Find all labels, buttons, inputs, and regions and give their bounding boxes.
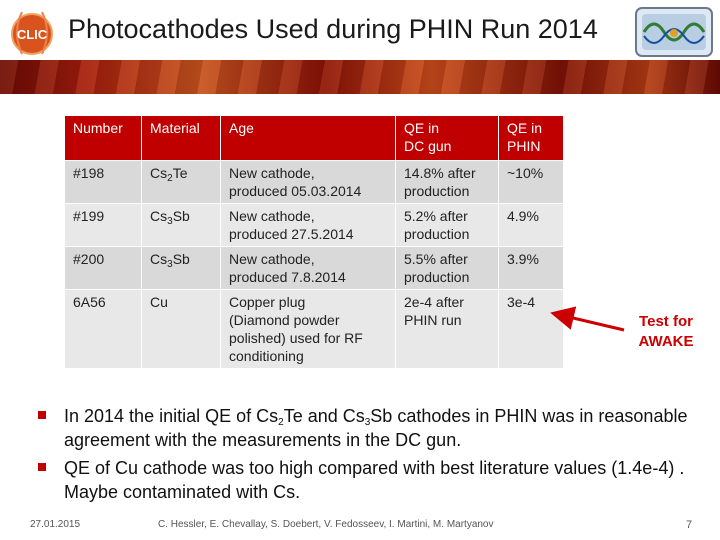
cell-age: New cathode, produced 27.5.2014: [220, 203, 396, 247]
header-material: Material: [141, 115, 221, 161]
cell-number: #199: [64, 203, 142, 247]
clic-logo: CLIC: [11, 11, 53, 55]
header-banner: [0, 60, 720, 94]
cell-material: Cu: [141, 289, 221, 369]
cell-number: #200: [64, 246, 142, 290]
cell-number: #198: [64, 160, 142, 204]
cell-qe-phin: 4.9%: [498, 203, 564, 247]
page-title: Photocathodes Used during PHIN Run 2014: [68, 14, 598, 44]
cell-age: New cathode, produced 05.03.2014: [220, 160, 396, 204]
square-bullet-icon: [38, 463, 46, 471]
page-number: 7: [686, 519, 693, 531]
bullet-item: In 2014 the initial QE of Cs2Te and Cs3S…: [36, 404, 706, 452]
cell-qe-dc: 2e-4 after PHIN run: [395, 289, 499, 369]
cell-qe-dc: 14.8% after production: [395, 160, 499, 204]
cell-age: New cathode, produced 7.8.2014: [220, 246, 396, 290]
logo-text: CLIC: [17, 27, 48, 42]
table-row: 6A56 Cu Copper plug (Diamond powder polish…: [64, 289, 564, 369]
cell-material: Cs3Sb: [141, 203, 221, 247]
awake-callout: Test for AWAKE: [638, 313, 694, 350]
table-row: #198 Cs2Te New cathode, produced 05.03.20…: [64, 160, 564, 204]
callout-arrow-icon: [550, 306, 625, 332]
header-qe-dc: QE in DC gun: [395, 115, 499, 161]
table-row: #199 Cs3Sb New cathode, produced 27.5.201…: [64, 203, 564, 247]
header-age: Age: [220, 115, 396, 161]
footer-date: 27.01.2015: [30, 519, 81, 530]
square-bullet-icon: [38, 411, 46, 419]
table-header-row: Number Material Age QE in DC gun QE in PHI…: [64, 115, 564, 161]
cell-number: 6A56: [64, 289, 142, 369]
cell-qe-dc: 5.5% after production: [395, 246, 499, 290]
table-row: #200 Cs3Sb New cathode, produced 7.8.2014…: [64, 246, 564, 290]
cell-material: Cs2Te: [141, 160, 221, 204]
cell-age: Copper plug (Diamond powder polished) used…: [220, 289, 396, 369]
cell-qe-phin: ~10%: [498, 160, 564, 204]
simulation-logo: [635, 7, 713, 57]
bullet-item: QE of Cu cathode was too high compared w…: [36, 456, 706, 504]
photocathode-table: Number Material Age QE in DC gun QE in PHI…: [64, 115, 564, 369]
cell-qe-phin: 3.9%: [498, 246, 564, 290]
summary-bullets: In 2014 the initial QE of Cs2Te and Cs3S…: [36, 404, 706, 508]
cell-qe-dc: 5.2% after production: [395, 203, 499, 247]
header-number: Number: [64, 115, 142, 161]
header-qe-phin: QE in PHIN: [498, 115, 564, 161]
cell-material: Cs3Sb: [141, 246, 221, 290]
footer-authors: C. Hessler, E. Chevallay, S. Doebert, V.…: [158, 519, 494, 530]
